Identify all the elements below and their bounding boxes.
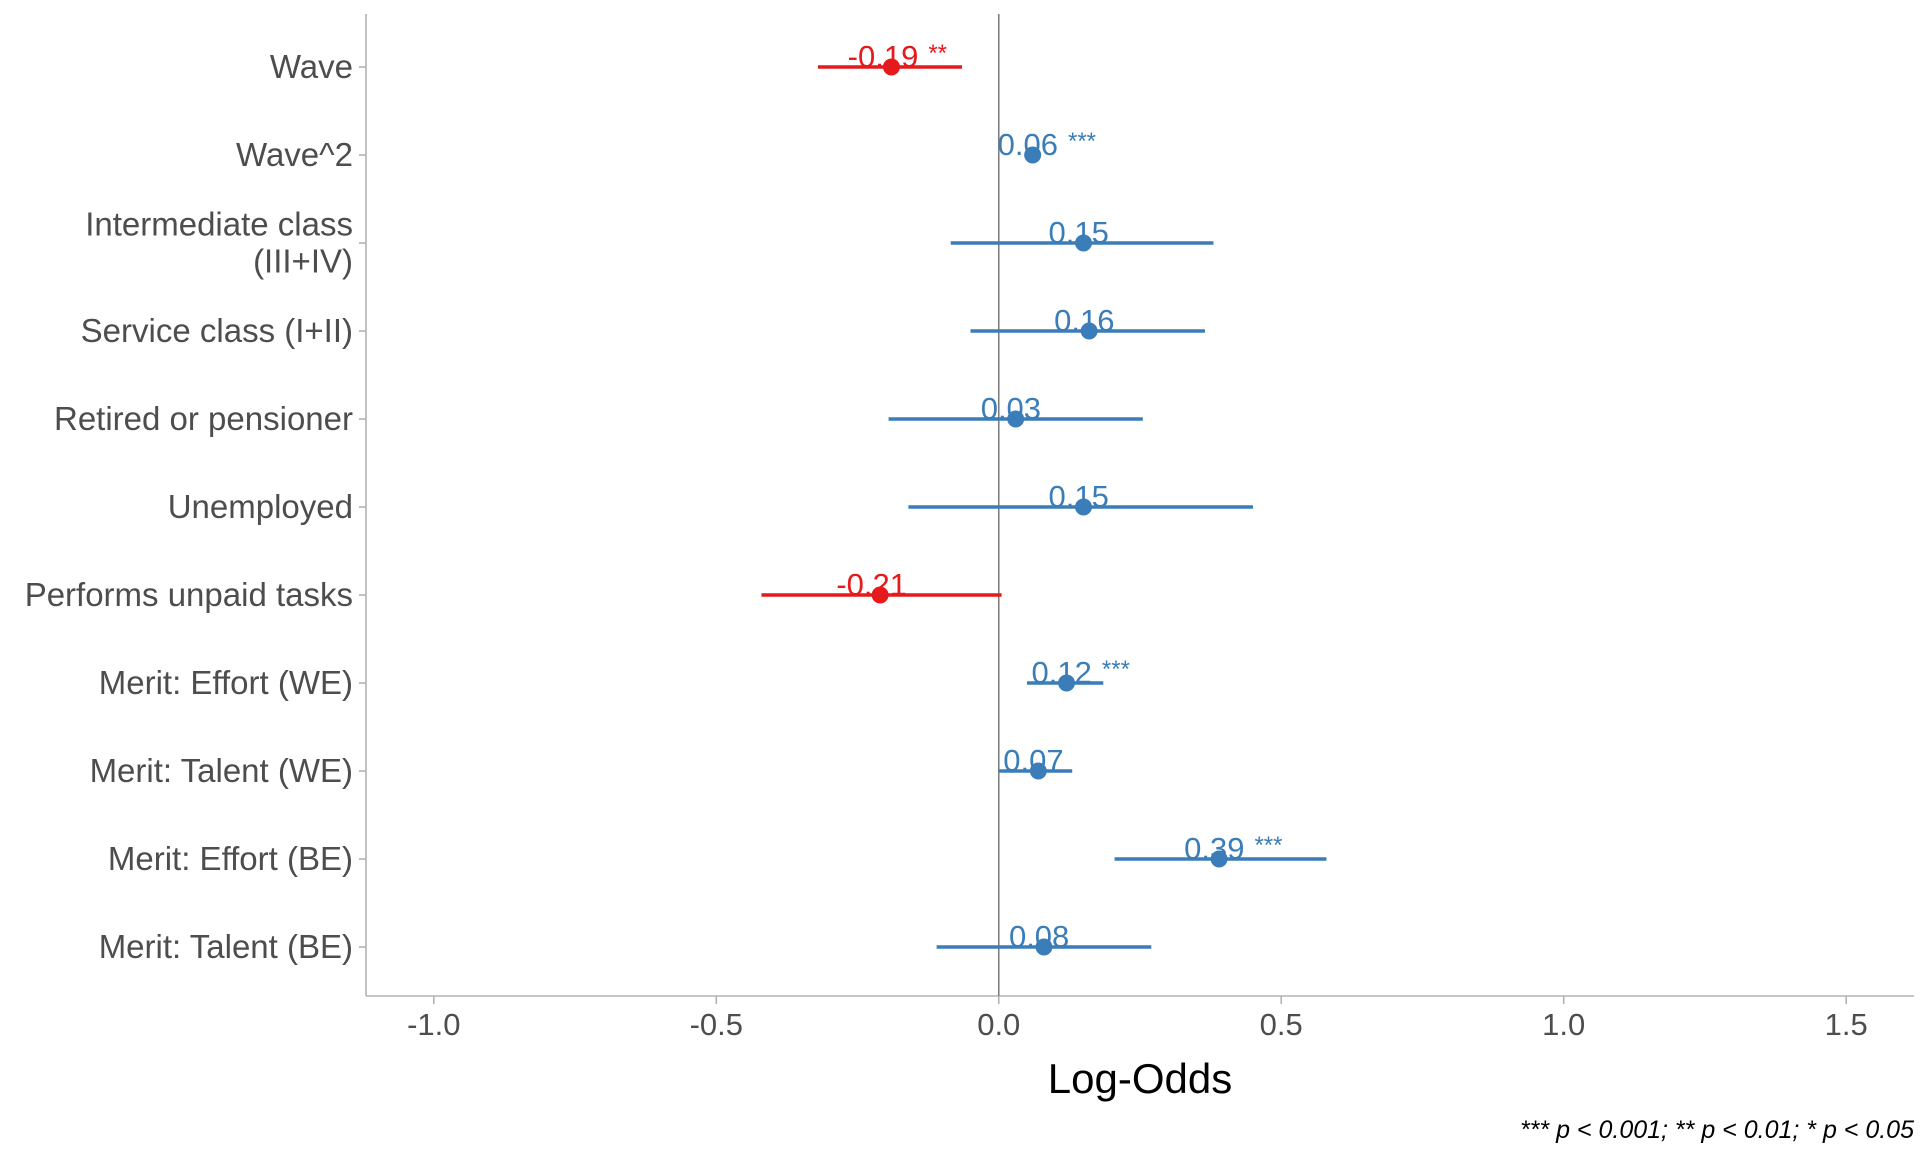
data-label: 0.15: [1049, 479, 1109, 514]
significance-caption: *** p < 0.001; ** p < 0.01; * p < 0.05: [1520, 1116, 1914, 1144]
y-tick-label: Wave^2: [236, 136, 353, 173]
data-label: -0.21: [836, 567, 907, 602]
estimate-point: [1007, 410, 1025, 428]
data-label: 0.15: [1049, 215, 1109, 250]
y-axis: Wave Wave^2 Intermediate class (III+IV) Serv…: [25, 48, 366, 965]
data-label: 0.08: [1009, 919, 1069, 954]
data-label: 0.03: [981, 391, 1041, 426]
data-label: 0.12 ***: [1032, 655, 1130, 690]
estimate-point: [871, 586, 889, 604]
data-label: -0.19 **: [848, 39, 947, 74]
x-axis-title: Log-Odds: [1048, 1055, 1232, 1102]
estimate-point: [1210, 850, 1228, 868]
x-axis: -1.0 -0.5 0.0 0.5 1.0 1.5: [407, 996, 1868, 1042]
estimate-point: [1024, 146, 1042, 164]
data-label: 0.16: [1054, 303, 1114, 338]
data-label: 0.07: [1003, 743, 1063, 778]
x-tick-label: -0.5: [690, 1007, 743, 1042]
y-tick-label: Merit: Effort (WE): [99, 664, 353, 701]
estimate-point: [1058, 674, 1076, 692]
estimate-point: [882, 58, 900, 76]
y-tick-label: Performs unpaid tasks: [25, 576, 353, 613]
x-tick-label: 1.0: [1542, 1007, 1585, 1042]
y-tick-label: Retired or pensioner: [54, 400, 353, 437]
y-tick-label: Merit: Talent (BE): [99, 928, 353, 965]
estimate-point: [1035, 938, 1053, 956]
estimate-point: [1029, 762, 1047, 780]
data-label: 0.06 ***: [998, 127, 1096, 162]
x-tick-label: -1.0: [407, 1007, 460, 1042]
y-tick-label: Service class (I+II): [81, 312, 353, 349]
data-label: 0.39 ***: [1184, 831, 1282, 866]
x-tick-label: 1.5: [1825, 1007, 1868, 1042]
x-tick-label: 0.5: [1260, 1007, 1303, 1042]
estimate-point: [1075, 498, 1093, 516]
estimate-point: [1075, 234, 1093, 252]
y-tick-label: Unemployed: [168, 488, 353, 525]
x-tick-label: 0.0: [977, 1007, 1020, 1042]
estimate-point: [1080, 322, 1098, 340]
y-tick-label: Merit: Talent (WE): [90, 752, 353, 789]
y-tick-label: Intermediate class (III+IV): [85, 206, 353, 280]
y-tick-label: Merit: Effort (BE): [108, 840, 353, 877]
y-tick-label: Wave: [270, 48, 353, 85]
plot-marks: -0.19 ** 0.06 *** 0.15 0.16 0.03 0.15 -0.21 0.12 *…: [761, 39, 1327, 956]
